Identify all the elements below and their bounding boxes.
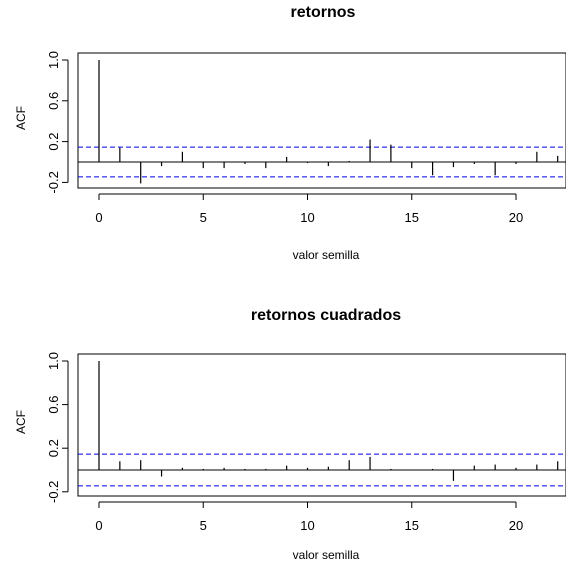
x-tick-label: 5 [200,210,207,225]
x-tick-label: 20 [509,210,523,225]
x-axis-label: valor semilla [293,248,360,262]
y-tick-label: -0.2 [46,481,61,503]
y-tick-label: 0.6 [46,92,61,110]
x-tick-label: 10 [300,210,314,225]
x-tick-label: 15 [405,210,419,225]
acf-panel-retornos: retornos -0.2 0.2 0.6 1.0 0 5 10 15 20 ACF valo… [14,4,566,262]
y-tick-label: 0.6 [46,396,61,414]
y-axis-label: ACF [14,410,28,434]
y-tick-label: 0.2 [46,439,61,457]
x-axis: 0 5 10 15 20 [95,193,523,225]
y-tick-label: 0.2 [46,133,61,151]
y-tick-label: 1.0 [46,352,61,370]
y-axis: -0.2 0.2 0.6 1.0 [46,352,69,503]
y-axis-label: ACF [14,106,28,130]
x-axis-label: valor semilla [293,548,360,562]
x-tick-label: 5 [200,518,207,533]
chart-title: retornos [291,4,356,21]
plot-frame [77,52,566,189]
y-axis: -0.2 0.2 0.6 1.0 [46,51,69,194]
y-tick-label: 1.0 [46,51,61,69]
x-tick-label: 15 [405,518,419,533]
chart-title: retornos cuadrados [251,307,401,324]
y-tick-label: -0.2 [46,171,61,193]
x-tick-label: 10 [300,518,314,533]
x-tick-label: 0 [95,210,102,225]
acf-stems [98,60,559,184]
plot-frame [77,353,566,497]
confidence-bands [78,146,566,178]
x-tick-label: 20 [509,518,523,533]
confidence-bands [78,453,566,487]
x-tick-label: 0 [95,518,102,533]
acf-stems [98,361,559,481]
x-axis: 0 5 10 15 20 [95,501,523,533]
acf-panel-retornos-cuadrados: retornos cuadrados -0.2 0.2 0.6 1.0 0 5 10 15 2… [14,307,566,562]
